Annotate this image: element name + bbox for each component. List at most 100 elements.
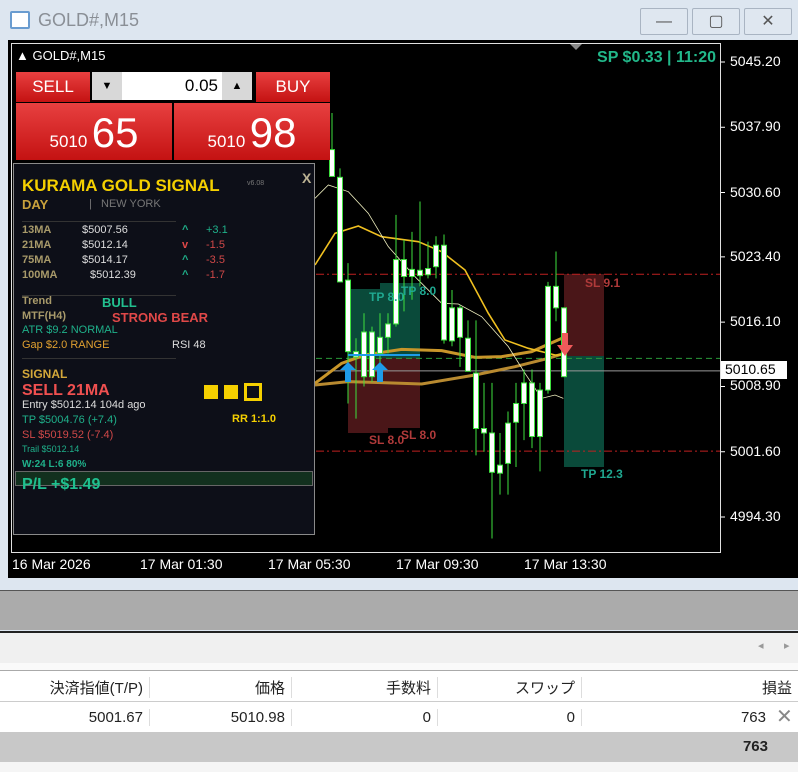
session-separator: | [89,198,92,210]
plot-area[interactable] [11,43,721,553]
candle-body [385,323,391,338]
signal-label: SIGNAL [22,367,68,381]
buy-price-small: 98 [249,109,297,156]
cell-commission: 0 [292,709,438,726]
tp-readout: TP $5004.76 (+7.4) [22,414,117,426]
mtf-value: STRONG BEAR [112,310,209,325]
sl-zone [388,358,420,428]
scroll-right-button[interactable]: ▸ [784,640,790,652]
candle-body [417,269,423,277]
buy-arrow-icon [372,362,388,382]
entry-readout: Entry $5012.14 104d ago [22,399,146,411]
pl-bar [15,471,313,486]
total-profit: 763 [742,738,768,755]
ma-line-75 [314,336,563,385]
panel-title: KURAMA GOLD SIGNAL [22,176,220,195]
time-tick: 16 Mar 2026 [12,556,91,572]
price-tick: 5023.40 [730,247,781,264]
time-tick: 17 Mar 05:30 [268,556,351,572]
ma-name: 100MA [22,269,58,281]
candle-body [529,382,535,438]
ma-value: $5014.17 [82,254,128,266]
buy-button[interactable]: BUY [256,72,330,102]
minimize-button[interactable]: — [640,8,688,35]
strength-square-filled [204,385,218,399]
mtf-label: MTF(H4) [22,310,66,322]
lot-decrease-button[interactable]: ▼ [92,72,122,100]
cell-profit: 763 [740,709,766,726]
ma-line-21 [314,225,565,356]
symbol-label[interactable]: ▲ GOLD#,M15 [16,48,106,63]
current-price-label: 5010.65 [721,361,787,379]
buy-price-big: 5010 [207,132,246,151]
time-tick: 17 Mar 13:30 [524,556,607,572]
panel-close-button[interactable]: X [302,170,312,186]
header-commission[interactable]: 手数料 [292,677,438,698]
header-tp[interactable]: 決済指値(T/P) [4,677,150,698]
ma-arrow: ^ [182,224,189,236]
sl-label: SL 9.1 [585,276,621,290]
ma-value: $5007.56 [82,224,128,236]
price-tick: 5008.90 [730,377,781,394]
price-tick: 5030.60 [730,183,781,200]
maximize-button[interactable]: ▢ [692,8,740,35]
ma-delta: -1.7 [206,269,225,281]
header-profit[interactable]: 損益 [761,680,792,697]
close-button[interactable]: ✕ [744,8,792,35]
ma-name: 21MA [22,239,52,251]
trend-value: BULL [102,295,137,310]
candle-body [505,422,511,464]
price-tick: 5045.20 [730,53,781,69]
signal-panel: KURAMA GOLD SIGNAL v6.08 X DAY | NEW YOR… [13,163,315,535]
positions-table: 決済指値(T/P) 価格 手数料 スワップ 損益 5001.67 5010.98… [0,670,798,732]
cell-swap: 0 [438,709,582,726]
scroll-left-button[interactable]: ◂ [758,640,764,652]
sl-zone [564,274,604,356]
candle-body [345,279,351,353]
candle-body [489,432,495,473]
candle-body [449,307,455,342]
candle-body [545,285,551,391]
header-swap[interactable]: スワップ [438,677,582,698]
tp-zone [564,356,604,467]
candle-body [465,337,471,372]
candle-body [409,268,415,278]
session-day: DAY [22,197,49,212]
pl-readout: P/L +$1.49 [22,476,101,493]
sell-button[interactable]: SELL [16,72,90,102]
sell-arrow-icon [557,333,573,356]
lot-size-input[interactable]: 0.05 [122,72,222,100]
candle-body [481,428,487,434]
signal-value: SELL 21MA [22,382,110,399]
ma-arrow: v [182,239,189,251]
panel-version: v6.08 [247,180,265,187]
price-chart[interactable] [0,0,798,580]
ma-value: $5012.14 [82,239,128,251]
time-tick: 17 Mar 09:30 [396,556,479,572]
buy-price-button[interactable]: 5010 98 [174,103,330,160]
ma-arrow: ^ [182,254,189,266]
candle-body [513,402,519,423]
price-tick: 5037.90 [730,118,781,135]
tp-label: TP 8.0 [369,290,405,304]
time-tick: 17 Mar 01:30 [140,556,223,572]
trail-readout: Trail $5012.14 [22,444,80,454]
candle-body [521,382,527,404]
table-header [0,670,798,702]
header-price[interactable]: 価格 [150,677,292,698]
lot-increase-button[interactable]: ▲ [222,72,252,100]
buy-arrow-icon [340,362,356,382]
gap-readout: Gap $2.0 RANGE [22,339,110,351]
trend-label: Trend [22,295,52,307]
spread-time-readout: SP $0.33 | 11:20 [597,49,716,66]
candle-body [329,149,335,177]
candle-body [377,336,383,354]
ma-delta: +3.1 [206,224,228,236]
empty-area [0,590,798,630]
candle-body [393,259,399,325]
candle-body [553,285,559,309]
atr-readout: ATR $9.2 NORMAL [22,324,118,336]
close-position-icon[interactable]: ✕ [776,706,793,728]
sell-price-button[interactable]: 5010 65 [16,103,172,160]
price-tick: 5001.60 [730,442,781,459]
